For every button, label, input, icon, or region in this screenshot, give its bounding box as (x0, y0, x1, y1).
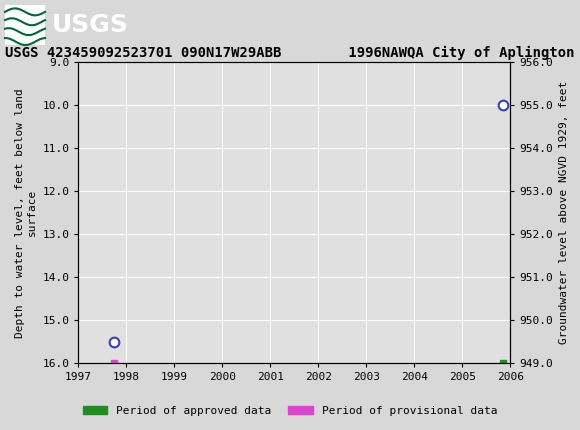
Bar (5, 5, 45, 45)
Y-axis label: Depth to water level, feet below land
surface: Depth to water level, feet below land su… (15, 88, 37, 338)
Text: USGS: USGS (52, 13, 129, 37)
Y-axis label: Groundwater level above NGVD 1929, feet: Groundwater level above NGVD 1929, feet (559, 81, 569, 344)
Legend: Period of approved data, Period of provisional data: Period of approved data, Period of provi… (78, 401, 502, 420)
Text: USGS 423459092523701 090N17W29ABB        1996NAWQA City of Aplington: USGS 423459092523701 090N17W29ABB 1996NA… (5, 46, 575, 60)
